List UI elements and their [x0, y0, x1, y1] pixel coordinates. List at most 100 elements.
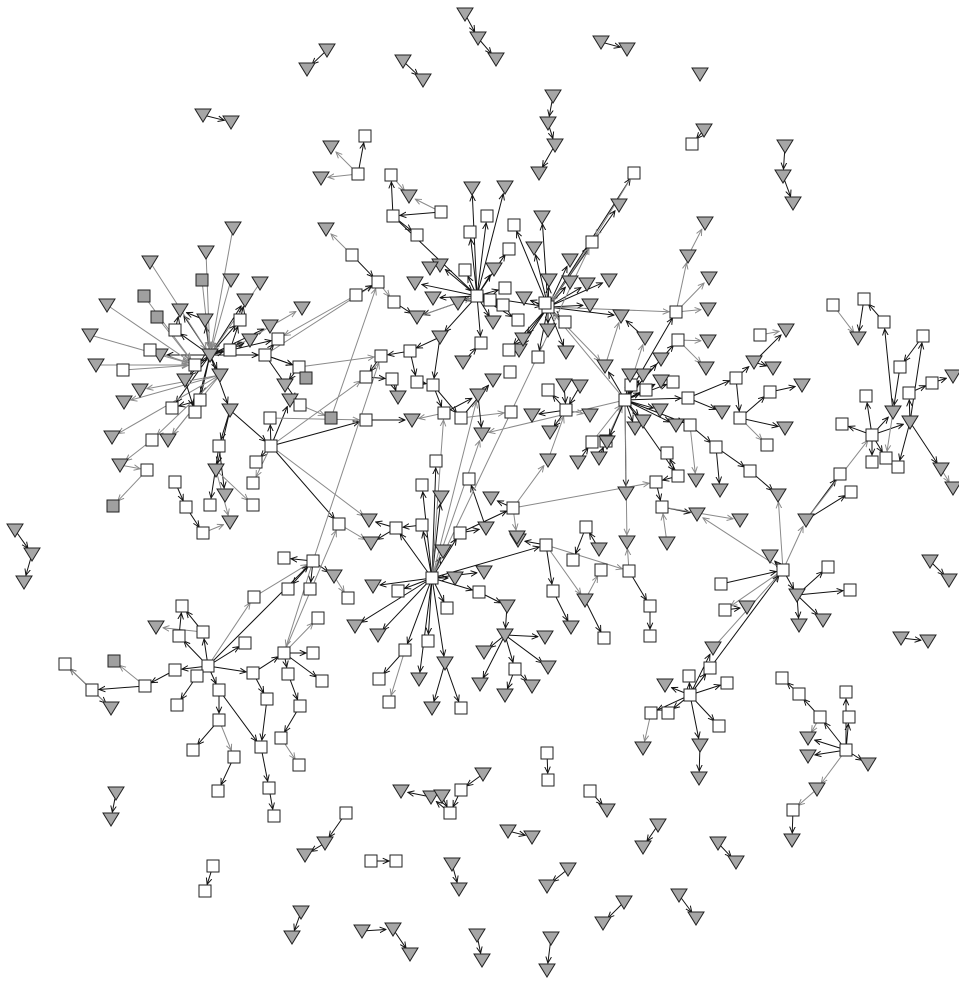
triangle-node — [711, 483, 729, 498]
square-node — [170, 698, 184, 712]
square-node — [339, 806, 353, 820]
square-node — [254, 740, 268, 754]
triangle-node — [538, 963, 556, 978]
triangle-node — [469, 388, 487, 403]
edge-arrow — [431, 577, 444, 656]
triangle-node — [201, 348, 219, 363]
triangle-node — [456, 7, 474, 22]
square-node — [292, 758, 306, 772]
square-node — [503, 365, 517, 379]
edge-arrow — [122, 365, 188, 371]
square-node — [813, 710, 827, 724]
triangle-node — [322, 140, 340, 155]
triangle-node — [932, 462, 950, 477]
triangle-node — [777, 323, 795, 338]
square-node — [437, 406, 451, 420]
square-node — [865, 428, 879, 442]
triangle-node — [704, 641, 722, 656]
triangle-node — [615, 895, 633, 910]
triangle-node — [670, 888, 688, 903]
edge-arrow — [106, 304, 189, 361]
triangle-node — [764, 361, 782, 376]
square-node — [618, 393, 632, 407]
triangle-node — [6, 523, 24, 538]
triangle-node — [561, 275, 579, 290]
triangle-node — [525, 241, 543, 256]
edge-arrow — [422, 284, 478, 297]
square-node — [188, 405, 202, 419]
edge-arrow — [383, 577, 433, 630]
square-node — [453, 526, 467, 540]
triangle-node — [353, 924, 371, 939]
square-node — [258, 348, 272, 362]
square-node — [293, 398, 307, 412]
triangle-node — [559, 862, 577, 877]
square-node — [440, 601, 454, 615]
triangle-node — [211, 368, 229, 383]
square-node — [480, 209, 494, 223]
square-node — [508, 662, 522, 676]
square-node — [315, 674, 329, 688]
triangle-node — [421, 261, 439, 276]
triangle-node — [919, 634, 937, 649]
edge-arrow — [504, 634, 542, 663]
edge-arrow — [547, 306, 600, 361]
edge-arrow — [416, 336, 441, 348]
triangle-node — [634, 414, 652, 429]
filled-square-node — [324, 411, 338, 425]
triangle-node — [103, 430, 121, 445]
triangle-node — [652, 352, 670, 367]
triangle-node — [546, 138, 564, 153]
square-node — [429, 454, 443, 468]
edge-arrow — [431, 468, 436, 579]
square-node — [391, 584, 405, 598]
triangle-node — [318, 43, 336, 58]
square-node — [539, 538, 553, 552]
square-node — [223, 343, 237, 357]
triangle-node — [496, 688, 514, 703]
square-node — [643, 629, 657, 643]
square-node — [826, 298, 840, 312]
edge-arrow — [720, 572, 776, 585]
edge-arrow — [361, 577, 433, 622]
edge-arrow — [270, 381, 360, 447]
triangle-node — [449, 296, 467, 311]
edge-arrow — [253, 565, 307, 598]
triangle-node — [496, 628, 514, 643]
square-node — [504, 405, 518, 419]
triangle-node — [296, 848, 314, 863]
square-node — [844, 485, 858, 499]
triangle-node — [362, 536, 380, 551]
square-node — [415, 518, 429, 532]
triangle-node — [221, 403, 239, 418]
square-node — [303, 582, 317, 596]
triangle-node — [687, 911, 705, 926]
triangle-node — [261, 319, 279, 334]
triangle-node — [475, 645, 493, 660]
triangle-node — [107, 786, 125, 801]
square-node — [249, 455, 263, 469]
triangle-node — [901, 415, 919, 430]
triangle-node — [147, 620, 165, 635]
triangle-node — [626, 421, 644, 436]
square-node — [421, 634, 435, 648]
triangle-node — [884, 405, 902, 420]
edge-arrow — [270, 445, 363, 516]
triangle-node — [131, 383, 149, 398]
square-node — [458, 263, 472, 277]
square-node — [384, 168, 398, 182]
triangle-node — [293, 301, 311, 316]
triangle-node — [539, 116, 557, 131]
square-node — [639, 383, 653, 397]
edge-arrow — [156, 316, 191, 360]
triangle-node — [312, 171, 330, 186]
square-node — [472, 585, 486, 599]
triangle-node — [793, 378, 811, 393]
edge-arrow — [286, 560, 314, 646]
triangle-node — [590, 542, 608, 557]
triangle-node — [541, 425, 559, 440]
square-node — [387, 295, 401, 309]
triangle-node — [695, 123, 713, 138]
triangle-node — [697, 361, 715, 376]
square-node — [763, 385, 777, 399]
